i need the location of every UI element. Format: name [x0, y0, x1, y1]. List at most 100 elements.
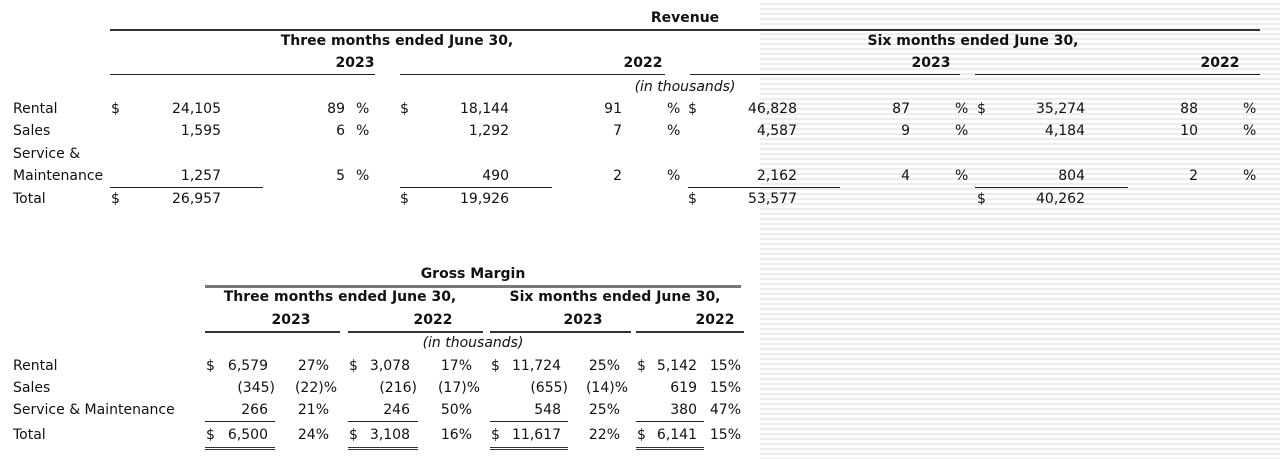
row-label: Total: [13, 191, 46, 207]
cell-value: 47%: [709, 402, 741, 418]
revenue-title: Revenue: [650, 10, 720, 26]
cell-value: 46,828: [748, 101, 797, 117]
row-label: Maintenance: [13, 168, 104, 184]
cell-value: 91: [604, 101, 622, 117]
unit-note: (in thousands): [422, 335, 524, 351]
period-header: Six months ended June 30,: [867, 33, 1079, 49]
row-label: Rental: [13, 358, 58, 374]
rule-line: [636, 331, 744, 333]
cell-value: 548: [534, 402, 561, 418]
rule-line: [110, 74, 375, 75]
rule-line: [490, 331, 631, 333]
gross-margin-title: Gross Margin: [420, 266, 526, 282]
cell-value: 1,257: [180, 168, 221, 184]
year-header: 2022: [695, 312, 735, 328]
cell-value: 619: [670, 380, 697, 396]
cell-value: 24%: [297, 427, 329, 443]
cell-value: %: [1243, 123, 1257, 139]
cell-value: $ 3,078: [349, 358, 410, 374]
rule-line: [490, 447, 568, 452]
cell-value: (14)%: [585, 380, 628, 396]
cell-value: 18,144: [460, 101, 509, 117]
cell-value: $ 3,108: [349, 427, 410, 443]
cell-value: $ 11,617: [491, 427, 561, 443]
rule-line: [400, 74, 665, 75]
cell-value: $ 6,579: [206, 358, 268, 374]
cell-value: 25%: [588, 402, 620, 418]
cell-value: (22)%: [294, 380, 337, 396]
cell-value: 22%: [588, 427, 620, 443]
rule-line: [205, 331, 340, 333]
cell-value: $ 5,142: [637, 358, 697, 374]
cell-value: 266: [241, 402, 268, 418]
cell-value: 9: [901, 123, 910, 139]
cell-value: 10: [1180, 123, 1198, 139]
row-label: Total: [13, 427, 46, 443]
cell-value: 87: [892, 101, 910, 117]
cell-value: 4,587: [756, 123, 797, 139]
row-label: Service &: [13, 146, 81, 162]
cell-value: 26,957: [172, 191, 221, 207]
cell-value: $: [977, 101, 986, 117]
cell-value: $: [977, 191, 986, 207]
rule-line: [975, 74, 1260, 75]
cell-value: %: [356, 123, 370, 139]
cell-value: %: [955, 101, 969, 117]
cell-value: 1,595: [180, 123, 221, 139]
cell-value: 7: [613, 123, 622, 139]
cell-value: %: [1243, 168, 1257, 184]
cell-value: %: [955, 123, 969, 139]
cell-value: 89: [327, 101, 345, 117]
cell-value: (17)%: [437, 380, 480, 396]
cell-value: $ 6,141: [637, 427, 697, 443]
year-header: 2023: [563, 312, 603, 328]
period-header: Three months ended June 30,: [280, 33, 514, 49]
cell-value: 24,105: [172, 101, 221, 117]
cell-value: $: [111, 191, 120, 207]
rule-line: [688, 187, 840, 188]
cell-value: 804: [1058, 168, 1085, 184]
cell-value: $ 11,724: [491, 358, 561, 374]
cell-value: %: [667, 101, 681, 117]
row-label: Sales: [13, 380, 51, 396]
cell-value: 2: [1189, 168, 1198, 184]
rule-line: [110, 187, 263, 188]
cell-value: 19,926: [460, 191, 509, 207]
cell-value: (216): [379, 380, 417, 396]
cell-value: (345): [237, 380, 275, 396]
cell-value: 25%: [588, 358, 620, 374]
cell-value: 35,274: [1036, 101, 1085, 117]
cell-value: 4,184: [1044, 123, 1085, 139]
period-header: Six months ended June 30,: [509, 289, 721, 305]
cell-value: %: [667, 168, 681, 184]
cell-value: 15%: [709, 427, 741, 443]
cell-value: 1,292: [468, 123, 509, 139]
cell-value: $: [688, 101, 697, 117]
cell-value: %: [667, 123, 681, 139]
cell-value: 53,577: [748, 191, 797, 207]
cell-value: 40,262: [1036, 191, 1085, 207]
cell-value: 2: [613, 168, 622, 184]
cell-value: (655): [530, 380, 568, 396]
cell-value: %: [955, 168, 969, 184]
cell-value: 16%: [440, 427, 472, 443]
rule-line: [400, 187, 552, 188]
cell-value: $: [400, 191, 409, 207]
cell-value: 4: [901, 168, 910, 184]
cell-value: $ 6,500: [206, 427, 268, 443]
cell-value: 21%: [297, 402, 329, 418]
year-header: 2023: [335, 55, 375, 71]
cell-value: 17%: [440, 358, 472, 374]
rule-line: [490, 421, 568, 422]
cell-value: $: [688, 191, 697, 207]
rule-line: [690, 74, 960, 75]
row-label: Sales: [13, 123, 51, 139]
rule-line: [205, 421, 275, 422]
rule-line: [205, 447, 275, 452]
cell-value: 380: [670, 402, 697, 418]
cell-value: 246: [383, 402, 410, 418]
cell-value: %: [1243, 101, 1257, 117]
rule-line: [636, 421, 704, 422]
row-label: Service & Maintenance: [13, 402, 175, 418]
cell-value: 6: [336, 123, 345, 139]
